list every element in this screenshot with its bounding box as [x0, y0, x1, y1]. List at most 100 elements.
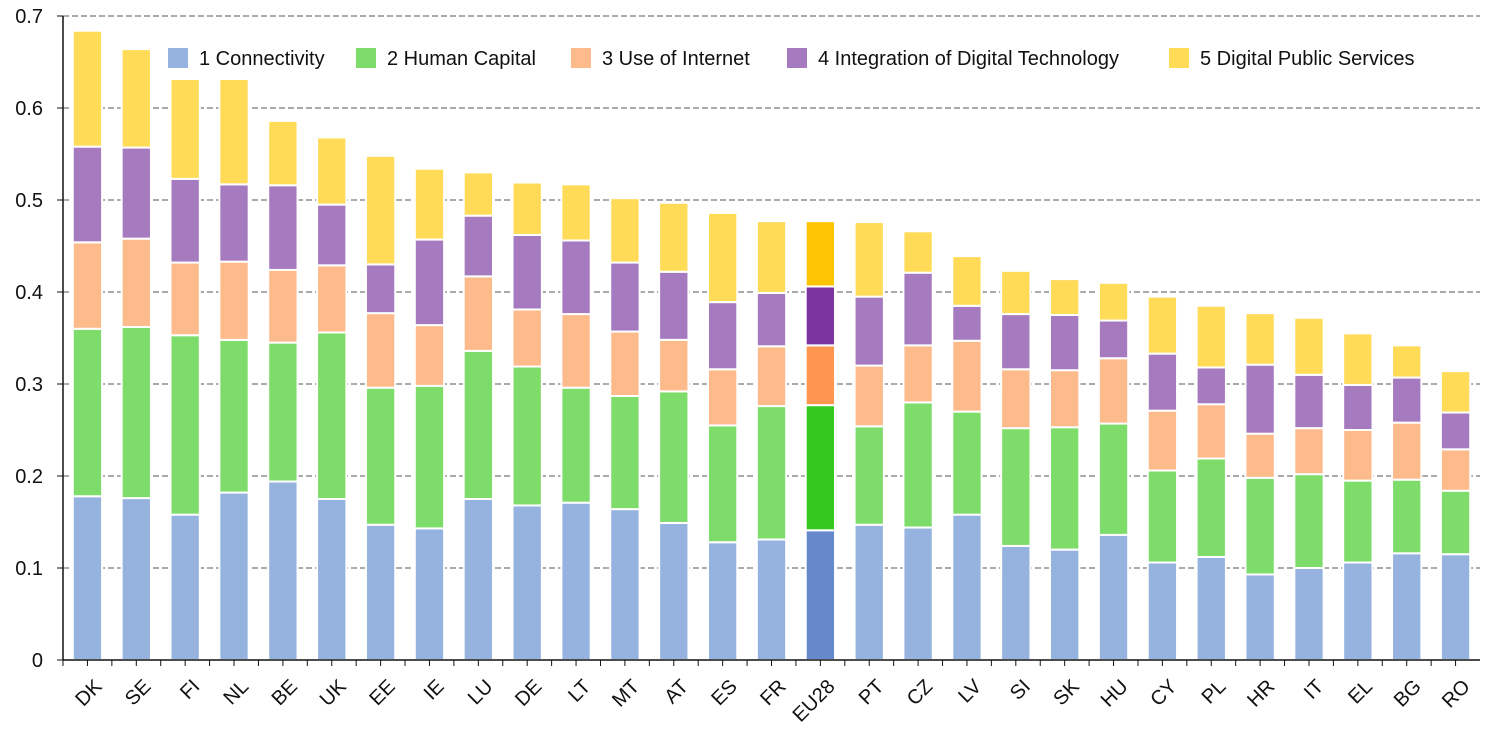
y-tick-label: 0.6: [15, 98, 43, 120]
y-axis-ticks: 0 0.1 0.2 0.3 0.4 0.5 0.6 0.7: [15, 6, 63, 672]
x-tick-label: CZ: [903, 676, 937, 710]
bar-segment: [169, 261, 201, 337]
bar-segment: [316, 331, 348, 501]
legend-label: 3 Use of Internet: [602, 48, 750, 70]
bar-segment: [658, 390, 690, 524]
bar-segment: [951, 339, 983, 413]
bar-segment: [169, 73, 201, 180]
bar-segment: [1097, 533, 1130, 662]
x-tick-label: SK: [1049, 675, 1084, 710]
bar-segment: [218, 338, 250, 494]
bar-segment: [316, 136, 348, 206]
bar-segment: [1049, 548, 1081, 661]
x-tick-label: HR: [1243, 676, 1279, 712]
x-tick-label: IT: [1300, 676, 1328, 704]
y-tick-label: 0.3: [15, 374, 43, 396]
bar-segment: [853, 523, 885, 662]
bar-segment: [120, 325, 152, 500]
x-tick-label: LT: [564, 676, 595, 707]
bar-segment: [316, 203, 348, 267]
bar-segment: [316, 498, 348, 661]
bar-segment: [511, 181, 543, 236]
bar-segment: [755, 345, 788, 408]
bar-segment: [462, 171, 494, 217]
bar-segment: [1439, 489, 1472, 556]
bar-segment: [1293, 567, 1325, 661]
legend-swatch: [1169, 48, 1189, 68]
bar-segment: [462, 349, 494, 500]
legend: 1 Connectivity 2 Human Capital 3 Use of In…: [150, 36, 1450, 80]
bar-segment: [71, 495, 104, 661]
bar-segment: [71, 327, 104, 498]
bar-segment: [755, 538, 788, 661]
bar-segment: [853, 364, 885, 428]
bar-segment: [462, 214, 494, 278]
bar-segment: [1195, 366, 1227, 406]
bar-segment: [169, 513, 201, 662]
bar-segment: [1000, 427, 1032, 547]
bar-segment: [804, 344, 837, 407]
bar-segment: [1195, 555, 1227, 662]
x-tick-label: PL: [1198, 676, 1231, 709]
legend-swatch: [571, 48, 591, 68]
bar-segment: [902, 271, 934, 347]
bar-segment: [1195, 304, 1227, 369]
x-tick-label: ES: [707, 676, 741, 710]
bar-segment: [609, 394, 641, 511]
bar-segment: [706, 301, 739, 371]
x-tick-label: IE: [420, 676, 449, 705]
bar-segment: [706, 368, 739, 427]
bar-segment: [1391, 344, 1423, 379]
bars: [71, 29, 1472, 662]
bar-segment: [462, 275, 494, 352]
bar-segment: [1146, 561, 1179, 661]
bar-segment: [560, 313, 592, 389]
bar-segment: [1342, 479, 1374, 564]
bar-segment: [755, 405, 788, 541]
x-tick-label: CY: [1146, 676, 1181, 711]
bar-segment: [364, 386, 397, 526]
bar-segment: [364, 154, 397, 266]
bar-segment: [120, 146, 152, 240]
x-tick-label: EU28: [789, 676, 840, 727]
bar-segment: [1195, 457, 1227, 558]
bar-segment: [1049, 426, 1081, 551]
x-tick-label: UK: [316, 675, 352, 711]
bar-segment: [1244, 363, 1276, 435]
bar-segment: [1195, 403, 1227, 460]
bar-segment: [1146, 409, 1179, 472]
bar-segment: [120, 497, 152, 661]
bar-segment: [267, 184, 299, 271]
bar-segment: [316, 264, 348, 334]
bar-segment: [1342, 332, 1374, 386]
bar-segment: [71, 145, 104, 244]
bar-segment: [413, 167, 446, 241]
bar-segment: [609, 261, 641, 333]
bar-segment: [706, 541, 739, 661]
bar-segment: [364, 312, 397, 389]
bar-segment: [511, 504, 543, 661]
bar-segment: [267, 480, 299, 661]
bar-segment: [902, 230, 934, 274]
bar-segment: [169, 177, 201, 264]
bar-segment: [560, 386, 592, 504]
bar-segment: [853, 295, 885, 367]
y-tick-label: 0.2: [15, 466, 43, 488]
bar-segment: [1391, 376, 1423, 424]
bar-segment: [804, 529, 837, 662]
bar-segment: [71, 241, 104, 330]
bar-segment: [853, 425, 885, 526]
bar-segment: [1000, 313, 1032, 371]
x-tick-label: MT: [608, 676, 644, 712]
x-tick-label: DE: [511, 676, 546, 711]
gridlines: [63, 15, 1480, 569]
bar-segment: [609, 508, 641, 661]
bar-segment: [1049, 278, 1081, 316]
bar-segment: [1146, 469, 1179, 564]
x-tick-label: BE: [268, 676, 302, 710]
bar-segment: [1342, 383, 1374, 432]
y-tick-label: 0.4: [15, 282, 43, 304]
bar-segment: [218, 491, 250, 661]
legend-label: 5 Digital Public Services: [1200, 48, 1415, 70]
bar-segment: [951, 304, 983, 342]
